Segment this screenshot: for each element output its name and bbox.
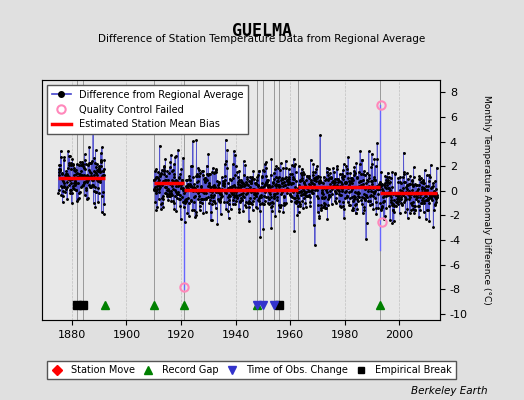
- Y-axis label: Monthly Temperature Anomaly Difference (°C): Monthly Temperature Anomaly Difference (…: [482, 95, 491, 305]
- Text: Difference of Station Temperature Data from Regional Average: Difference of Station Temperature Data f…: [99, 34, 425, 44]
- Text: Berkeley Earth: Berkeley Earth: [411, 386, 487, 396]
- Legend: Station Move, Record Gap, Time of Obs. Change, Empirical Break: Station Move, Record Gap, Time of Obs. C…: [48, 361, 455, 379]
- Legend: Difference from Regional Average, Quality Control Failed, Estimated Station Mean: Difference from Regional Average, Qualit…: [47, 85, 248, 134]
- Text: GUELMA: GUELMA: [232, 22, 292, 40]
